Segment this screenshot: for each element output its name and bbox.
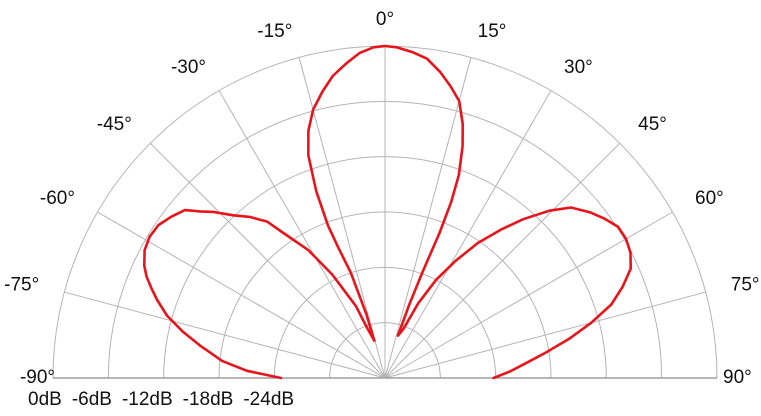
angle-tick-label: -30° xyxy=(171,57,206,78)
grid-spoke xyxy=(64,291,386,379)
angle-tick-label: 30° xyxy=(564,57,593,78)
angle-tick-label: -75° xyxy=(4,274,39,295)
tick-labels: -90° -75° -60° -45° -30° -15° 0° 15° 30° 45° 60° 75… xyxy=(4,9,759,410)
radial-tick-label: -12dB xyxy=(122,389,173,410)
angle-tick-label: 15° xyxy=(478,21,507,42)
angle-tick-label: -60° xyxy=(40,188,75,209)
angle-tick-label: -15° xyxy=(257,21,292,42)
grid-spoke xyxy=(97,211,386,379)
angle-tick-label: -45° xyxy=(97,114,132,135)
grid-spoke xyxy=(384,211,673,379)
grid-spoke xyxy=(384,90,552,379)
polar-grid xyxy=(52,45,718,379)
radial-tick-label: -24dB xyxy=(243,389,294,410)
angle-tick-label: 75° xyxy=(731,274,760,295)
series-layer xyxy=(143,44,632,380)
grid-spoke xyxy=(384,142,621,379)
grid-spoke xyxy=(384,291,706,379)
grid-spoke xyxy=(149,142,386,379)
grid-spoke xyxy=(218,90,386,379)
radial-tick-label: -18dB xyxy=(183,389,234,410)
radial-tick-label: -6dB xyxy=(72,389,112,410)
grid-spoke xyxy=(384,57,472,379)
angle-tick-label: 90° xyxy=(723,367,752,388)
series-line xyxy=(143,44,632,380)
angle-tick-label: 60° xyxy=(695,188,724,209)
angle-tick-label: 0° xyxy=(376,9,394,30)
angle-tick-label: 45° xyxy=(638,114,667,135)
radial-tick-label: 0dB xyxy=(28,389,62,410)
angle-tick-label: -90° xyxy=(20,367,55,388)
